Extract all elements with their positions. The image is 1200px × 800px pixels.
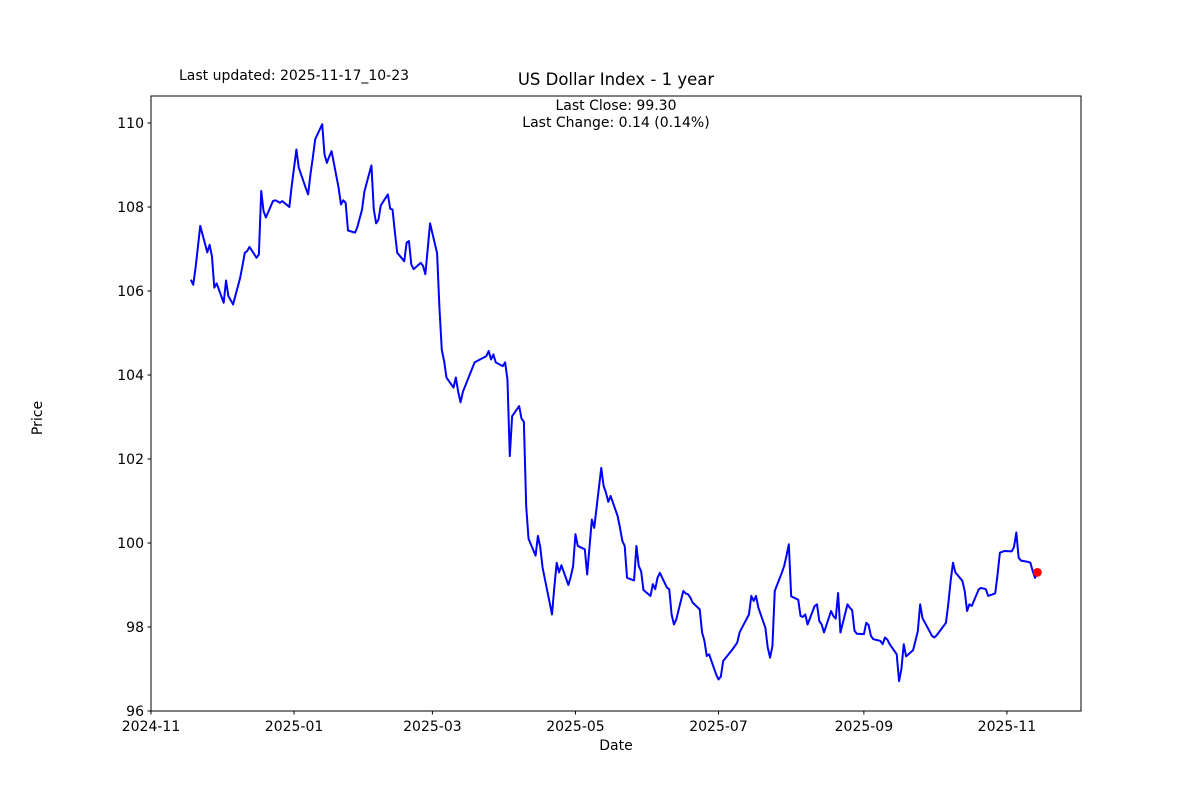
last-close-marker-dot bbox=[1033, 568, 1042, 577]
y-tick-label: 102 bbox=[117, 452, 144, 468]
x-tick-label: 2025-05 bbox=[546, 719, 605, 735]
x-tick-label: 2025-09 bbox=[835, 719, 894, 735]
x-tick-label: 2025-07 bbox=[689, 719, 748, 735]
y-tick-label: 108 bbox=[117, 200, 144, 216]
last-close-annotation: Last Close: 99.30 bbox=[555, 98, 677, 114]
y-tick-label: 96 bbox=[126, 704, 144, 720]
y-tick-label: 98 bbox=[126, 620, 144, 636]
x-tick-label: 2025-11 bbox=[978, 719, 1037, 735]
x-tick-label: 2025-03 bbox=[403, 719, 462, 735]
x-tick-label: 2024-11 bbox=[122, 719, 181, 735]
y-tick-label: 110 bbox=[117, 116, 144, 132]
price-line bbox=[189, 123, 1039, 683]
chart-title: US Dollar Index - 1 year bbox=[517, 70, 715, 89]
y-tick-label: 106 bbox=[117, 284, 144, 300]
x-axis-label: Date bbox=[599, 738, 633, 754]
y-tick-label: 104 bbox=[117, 368, 144, 384]
last-updated-annotation: Last updated: 2025-11-17_10-23 bbox=[179, 68, 410, 84]
x-tick-label: 2025-01 bbox=[265, 719, 324, 735]
y-axis-label: Price bbox=[30, 400, 46, 436]
last-change-annotation: Last Change: 0.14 (0.14%) bbox=[522, 115, 710, 131]
plot-frame bbox=[150, 95, 1082, 712]
y-tick-label: 100 bbox=[117, 536, 144, 552]
